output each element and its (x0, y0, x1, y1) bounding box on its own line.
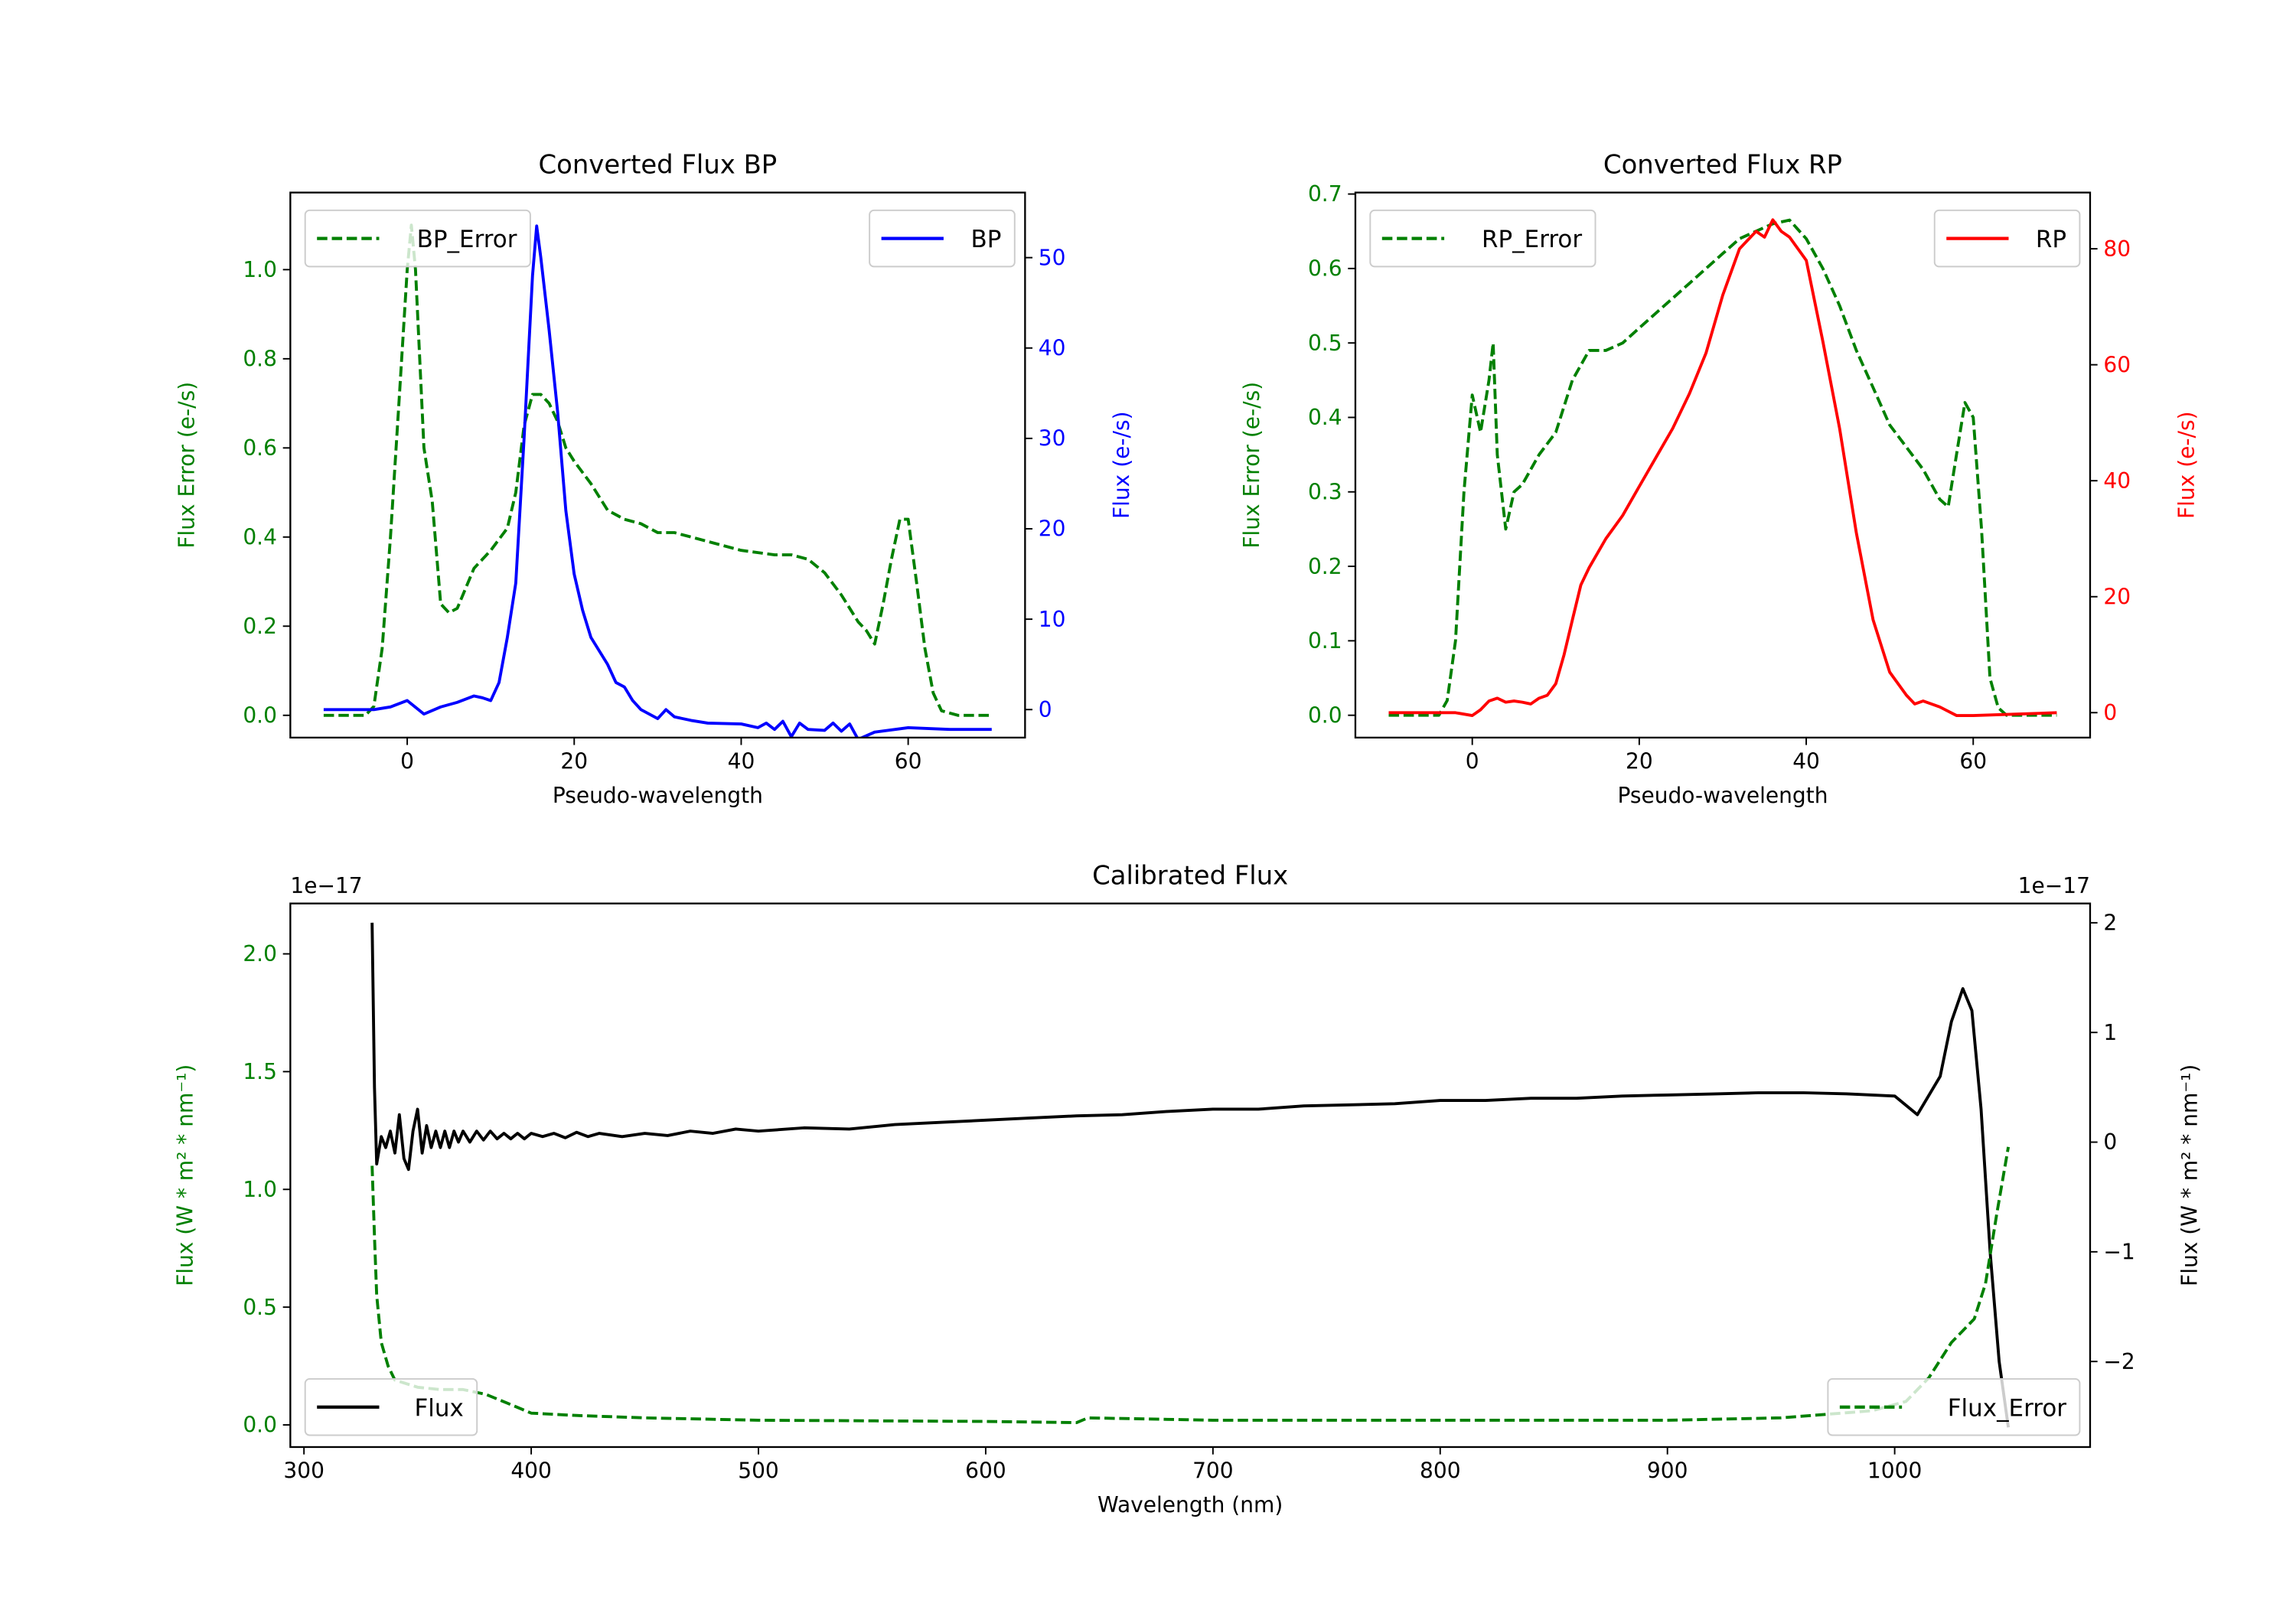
x-axis-label: Pseudo-wavelength (1617, 783, 1828, 808)
x-tick-label: 40 (728, 749, 755, 774)
series-rp (1388, 218, 2057, 717)
x-tick-label: 900 (1647, 1459, 1688, 1484)
x-tick-label: 500 (738, 1459, 779, 1484)
legend-label: RP (2036, 226, 2066, 253)
y-right-tick-label: −2 (2103, 1349, 2135, 1374)
series-bp-error (323, 223, 992, 717)
y-left-tick-label: 1.0 (243, 257, 277, 282)
y-left-tick-label: 0.2 (243, 614, 277, 639)
y-left-tick-label: 0.0 (243, 702, 277, 728)
y-right-tick-label: 0 (1039, 697, 1052, 722)
x-tick-label: 1000 (1867, 1459, 1922, 1484)
y-left-offset-label: 1e−17 (290, 873, 362, 898)
y-right-tick-label: 40 (1039, 335, 1066, 360)
y-right-tick-label: 30 (1039, 426, 1066, 451)
y-left-tick-label: 0.0 (1308, 702, 1342, 728)
x-tick-label: 20 (560, 749, 588, 774)
y-right-offset-label: 1e−17 (2018, 873, 2090, 898)
legend-rp: RP (1933, 209, 2081, 268)
legend-flux-error: Flux_Error (1827, 1377, 2081, 1436)
y-left-tick-label: 0.5 (243, 1295, 277, 1320)
y-left-tick-label: 0.6 (1308, 256, 1342, 282)
legend-label: RP_Error (1482, 226, 1582, 253)
y-left-tick-label: 1.0 (243, 1177, 277, 1202)
legend-box (304, 209, 531, 268)
chart-title: Converted Flux BP (538, 149, 777, 179)
y-left-axis-label: Flux (W * m² * nm⁻¹) (173, 1064, 198, 1286)
y-left-tick-label: 2.0 (243, 941, 277, 966)
y-right-tick-label: 40 (2103, 468, 2131, 494)
y-left-axis-label: Flux Error (e-/s) (1239, 382, 1264, 549)
legend-label: BP_Error (417, 226, 517, 253)
x-tick-label: 0 (1466, 749, 1479, 774)
x-tick-label: 600 (965, 1459, 1006, 1484)
y-left-tick-label: 0.2 (1308, 554, 1342, 579)
rp-chart: 0 20 40 60 0.0 0.1 0.2 0.3 0.4 0.5 0.6 0.7 0 20 40 60 80… (1239, 149, 2199, 808)
y-right-tick-label: 20 (1039, 517, 1066, 542)
y-right-tick-label: 80 (2103, 236, 2131, 262)
y-left-tick-label: 0.1 (1308, 628, 1342, 654)
y-right-tick-label: 0 (2103, 700, 2117, 725)
x-axis-label: Pseudo-wavelength (553, 783, 763, 808)
y-right-axis-label: Flux (e-/s) (2174, 411, 2199, 519)
x-tick-label: 800 (1420, 1459, 1461, 1484)
legend-label: BP (970, 226, 1001, 253)
y-left-tick-label: 0.5 (1308, 331, 1342, 356)
legend-box (304, 1377, 478, 1436)
series-flux (370, 922, 2011, 1428)
x-tick-label: 0 (400, 749, 414, 774)
calibrated-flux-chart: 300 400 500 600 700 800 900 1000 0.0 0.5 1.0 1.5 2.0… (173, 860, 2203, 1517)
legend-rp-error: RP_Error (1369, 209, 1596, 268)
y-left-tick-label: 1.5 (243, 1059, 277, 1084)
y-right-tick-label: 20 (2103, 584, 2131, 609)
x-tick-label: 300 (283, 1459, 325, 1484)
legend-label: Flux (414, 1394, 463, 1422)
y-left-tick-label: 0.3 (1308, 479, 1342, 504)
series-flux-error (370, 1146, 2011, 1424)
y-left-tick-label: 0.8 (243, 347, 277, 372)
y-right-tick-label: 2 (2103, 911, 2117, 936)
y-right-axis-label: Flux (W * m² * nm⁻¹) (2177, 1064, 2202, 1286)
y-right-tick-label: 0 (2103, 1129, 2117, 1155)
plot-frame (289, 191, 1026, 739)
y-left-tick-label: 0.6 (243, 435, 277, 461)
plot-frame (1354, 191, 2092, 739)
y-left-tick-label: 0.7 (1308, 181, 1342, 207)
y-left-tick-label: 0.4 (1308, 405, 1342, 430)
y-right-axis-label: Flux (e-/s) (1109, 411, 1134, 519)
y-right-tick-label: −1 (2103, 1240, 2135, 1265)
y-left-tick-label: 0.0 (243, 1413, 277, 1438)
y-right-tick-label: 1 (2103, 1020, 2117, 1045)
legend-bp: BP (869, 209, 1016, 268)
x-axis-label: Wavelength (nm) (1097, 1492, 1283, 1517)
y-right-tick-label: 10 (1039, 607, 1066, 632)
legend-box (1369, 209, 1596, 268)
x-tick-label: 20 (1626, 749, 1653, 774)
legend-box (1827, 1377, 2081, 1436)
y-left-axis-label: Flux Error (e-/s) (174, 382, 200, 549)
plot-frame (289, 902, 2092, 1449)
series-bp (323, 224, 992, 738)
x-tick-label: 60 (1959, 749, 1987, 774)
y-right-tick-label: 50 (1039, 245, 1066, 270)
legend-bp-error: BP_Error (304, 209, 531, 268)
legend-label: Flux_Error (1948, 1394, 2067, 1422)
series-rp-error (1388, 218, 2057, 717)
x-tick-label: 60 (895, 749, 922, 774)
y-left-tick-label: 0.4 (243, 524, 277, 549)
x-tick-label: 40 (1792, 749, 1820, 774)
chart-title: Converted Flux RP (1603, 149, 1842, 179)
chart-title: Calibrated Flux (1092, 860, 1288, 890)
bp-chart: 0 20 40 60 0.0 0.2 0.4 0.6 0.8 1.0 0 10 20 30 40 50 Conv… (174, 149, 1134, 808)
x-tick-label: 400 (510, 1459, 552, 1484)
y-right-tick-label: 60 (2103, 352, 2131, 377)
x-tick-label: 700 (1192, 1459, 1234, 1484)
legend-flux: Flux (304, 1377, 478, 1436)
